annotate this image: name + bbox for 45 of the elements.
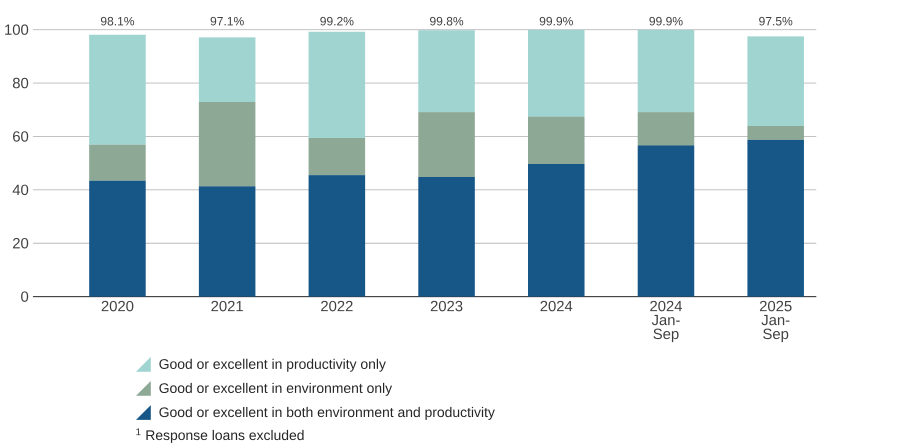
bar xyxy=(418,177,475,297)
x-tick-label: 2022 xyxy=(321,300,353,312)
bar xyxy=(89,34,146,145)
x-tick-label: 2023 xyxy=(430,300,462,312)
bar xyxy=(638,112,694,146)
bar xyxy=(528,164,585,297)
bar xyxy=(308,138,366,176)
bar xyxy=(308,175,366,297)
bar xyxy=(747,140,804,297)
legend-label: Good or excellent in environment only xyxy=(159,382,392,396)
y-tick-label: 100 xyxy=(5,24,28,35)
legend-label: Good or excellent in both environment and productivity xyxy=(159,406,495,420)
total-label: 99.8% xyxy=(430,16,464,26)
bar xyxy=(89,180,146,297)
bar xyxy=(198,102,256,186)
total-label: 97.5% xyxy=(759,16,792,26)
legend-label: Good or excellent in productivity only xyxy=(159,358,386,372)
x-tick-label: 2025 Jan-Sep xyxy=(760,300,792,342)
y-tick-label: 40 xyxy=(12,184,28,196)
y-tick-label: 80 xyxy=(12,78,28,88)
bar xyxy=(747,126,804,140)
total-label: 97.1% xyxy=(210,16,244,26)
total-label: 99.9% xyxy=(540,16,573,26)
x-tick-label: 2020 xyxy=(102,300,134,312)
bar xyxy=(418,30,475,112)
bar xyxy=(198,186,256,297)
bar xyxy=(528,116,585,164)
bar xyxy=(198,37,256,102)
y-tick-label: 0 xyxy=(21,291,28,302)
total-label: 99.2% xyxy=(320,16,354,26)
y-tick-label: 20 xyxy=(13,238,28,249)
bar xyxy=(638,30,694,112)
x-tick-label: 2024 Jan-Sep xyxy=(650,300,682,342)
total-label: 98.1% xyxy=(100,16,134,26)
bar xyxy=(747,36,804,126)
x-tick-label: 2021 xyxy=(211,300,243,312)
bar xyxy=(308,32,366,138)
total-label: 99.9% xyxy=(649,16,683,26)
y-tick-label: 60 xyxy=(13,131,28,142)
bar xyxy=(528,30,585,117)
bar xyxy=(89,144,146,181)
text: $^{1}$ Response loans excluded xyxy=(136,428,304,443)
x-tick-label: 2024 xyxy=(540,300,572,312)
bar xyxy=(638,146,694,297)
bar xyxy=(418,112,475,178)
